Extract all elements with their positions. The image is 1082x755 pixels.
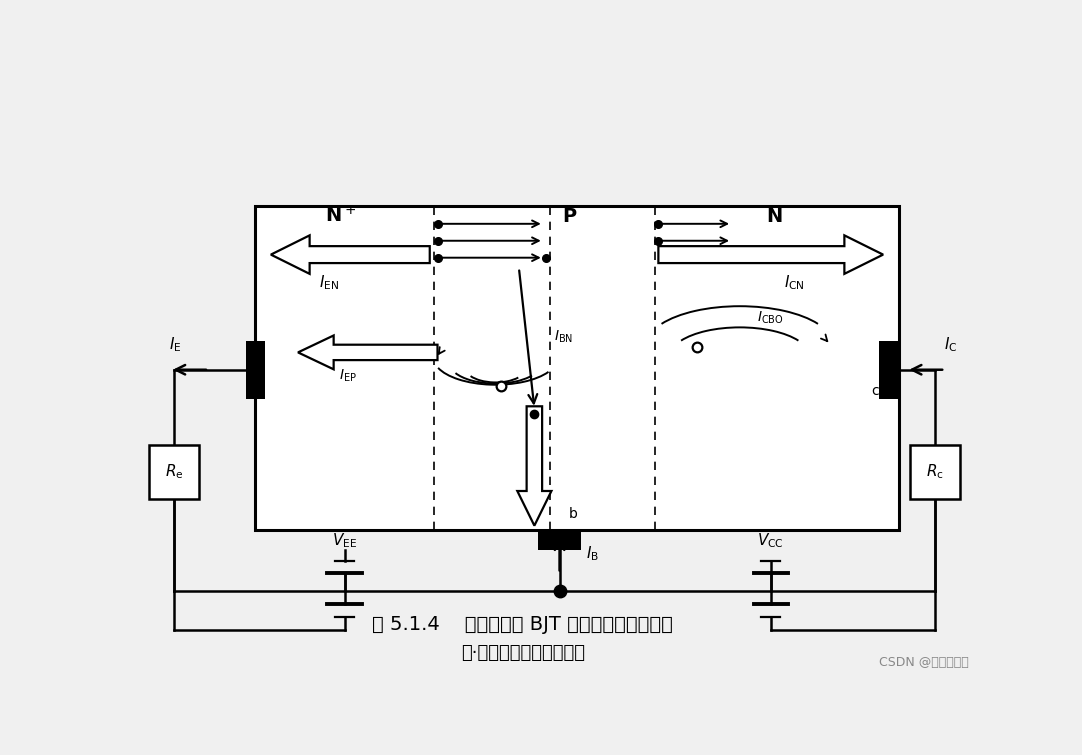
Bar <box>910 445 960 499</box>
Text: $I_{\rm C}$: $I_{\rm C}$ <box>944 336 958 354</box>
Text: $I_{\rm CBO}$: $I_{\rm CBO}$ <box>757 310 784 326</box>
Polygon shape <box>270 236 430 274</box>
Text: 图·三极管内部电流关系，: 图·三极管内部电流关系， <box>461 644 584 661</box>
Text: CSDN @江安吴彦祖: CSDN @江安吴彦祖 <box>879 656 968 669</box>
Text: $V_{\rm EE}$: $V_{\rm EE}$ <box>332 532 357 550</box>
Text: $I_{\rm B}$: $I_{\rm B}$ <box>585 545 598 563</box>
Polygon shape <box>298 335 437 369</box>
Text: N: N <box>766 207 782 226</box>
Text: N$^+$: N$^+$ <box>325 205 356 226</box>
Bar <box>880 341 899 399</box>
Text: $I_{\rm E}$: $I_{\rm E}$ <box>169 336 182 354</box>
Polygon shape <box>658 236 883 274</box>
Text: $I_{\rm EP}$: $I_{\rm EP}$ <box>340 367 357 384</box>
Text: $I_{\rm CN}$: $I_{\rm CN}$ <box>783 274 804 292</box>
Text: 图 5.1.4    放大状态下 BJT 中载流子的传输过程: 图 5.1.4 放大状态下 BJT 中载流子的传输过程 <box>372 615 673 633</box>
Text: P: P <box>563 207 577 226</box>
Text: $I_{\rm EN}$: $I_{\rm EN}$ <box>319 274 339 292</box>
Bar <box>538 528 581 550</box>
Bar <box>246 341 265 399</box>
Polygon shape <box>517 406 552 525</box>
Bar <box>255 206 899 529</box>
Text: $I_{\rm BN}$: $I_{\rm BN}$ <box>554 328 572 345</box>
Bar <box>149 445 199 499</box>
Text: b: b <box>569 507 578 521</box>
Text: c: c <box>872 384 880 399</box>
Text: $R_{\rm e}$: $R_{\rm e}$ <box>164 462 183 481</box>
Text: $V_{\rm CC}$: $V_{\rm CC}$ <box>757 532 784 550</box>
Text: $R_{\rm c}$: $R_{\rm c}$ <box>926 462 944 481</box>
Text: e: e <box>256 384 265 399</box>
